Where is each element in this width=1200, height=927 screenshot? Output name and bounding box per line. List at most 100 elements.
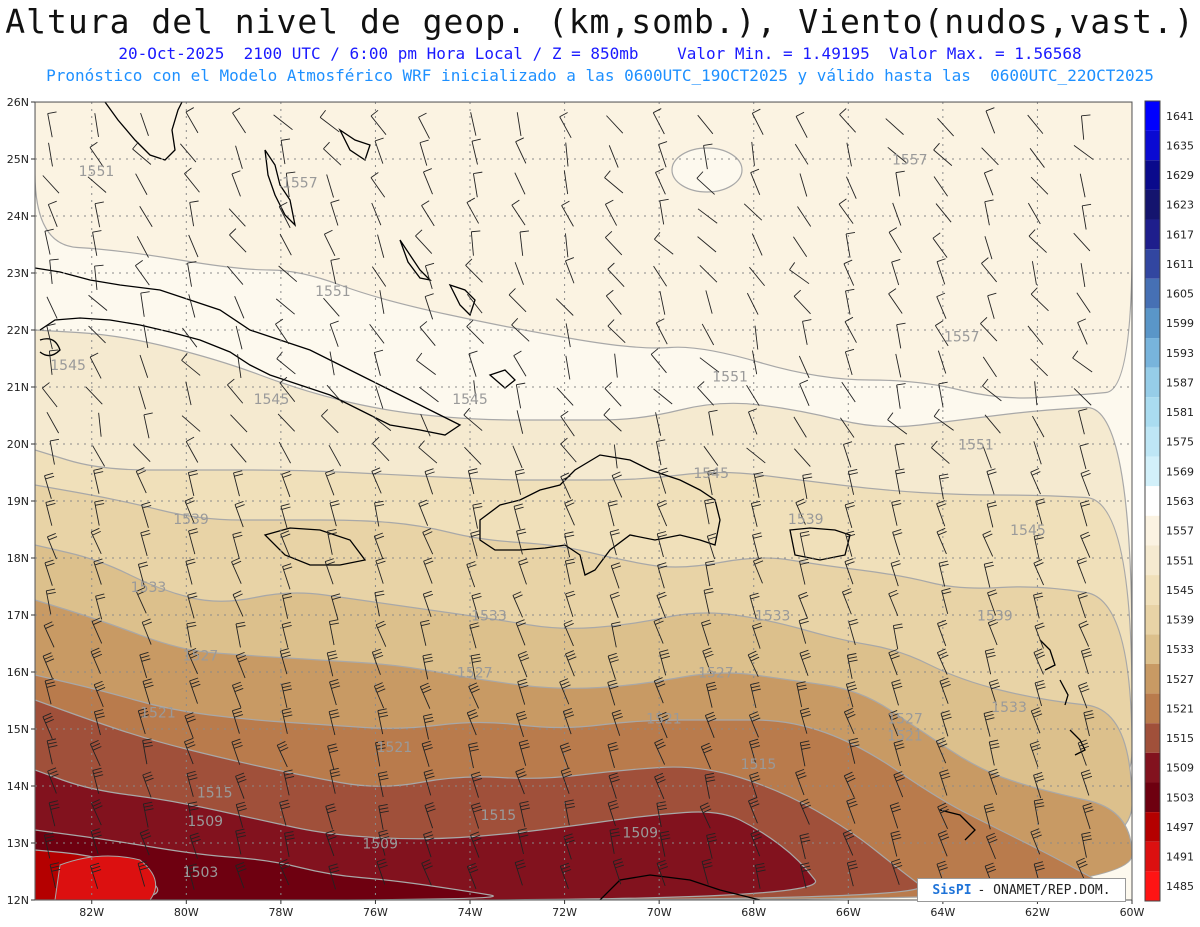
colorbar-cell (1145, 723, 1160, 753)
wind-barb (132, 141, 152, 165)
wind-barb (326, 528, 337, 555)
wind-barb (1031, 261, 1037, 285)
wind-barb (88, 325, 106, 344)
wind-barb (699, 357, 720, 373)
wind-barb (378, 829, 390, 856)
lat-tick-label: 16N (7, 666, 29, 679)
wind-barb (470, 530, 481, 557)
wind-barb (654, 232, 674, 255)
colorbar-label: 1569 (1166, 465, 1194, 478)
wind-barb (135, 260, 150, 286)
wind-barb (1029, 740, 1041, 768)
wind-barb (235, 325, 243, 350)
coast-jamaica (263, 527, 367, 566)
wind-barb (604, 199, 618, 226)
colorbar-label: 1533 (1166, 643, 1194, 656)
wind-barb (799, 530, 810, 557)
wind-barb (516, 112, 522, 137)
wind-barb (466, 561, 477, 588)
wind-barb (329, 767, 341, 794)
colorbar-label: 1629 (1166, 169, 1194, 182)
wind-barb (466, 319, 484, 344)
wind-barb (48, 142, 53, 167)
wind-barb (142, 771, 154, 798)
wind-barb (988, 679, 1001, 706)
wind-barb (658, 141, 668, 168)
wind-barb (895, 468, 906, 495)
wind-barb (46, 323, 56, 350)
wind-barb (470, 831, 482, 858)
wind-barb (748, 797, 760, 824)
colorbar-label: 1593 (1166, 347, 1194, 360)
wind-barb (988, 739, 1000, 766)
colorbar-cell (1145, 219, 1160, 250)
wind-barb (844, 501, 855, 529)
wind-barb (982, 530, 994, 557)
contour-label: 1551 (712, 369, 748, 385)
wind-barb (802, 473, 813, 500)
lon-tick-label: 70W (647, 906, 672, 919)
wind-barb (281, 470, 292, 498)
wind-barb (419, 321, 436, 346)
wind-barb (604, 170, 624, 194)
wind-barb (378, 804, 389, 830)
subtitle-line-1: 20-Oct-2025 2100 UTC / 6:00 pm Hora Loca… (0, 44, 1200, 63)
contour-label: 1527 (887, 711, 923, 727)
wind-barb (514, 859, 526, 886)
coast-puerto-rico (789, 527, 851, 561)
colorbar-label: 1545 (1166, 584, 1194, 597)
wind-barb (845, 681, 857, 708)
wind-barb (749, 592, 760, 619)
wind-barb (798, 355, 810, 379)
band-1557 (35, 102, 1132, 399)
wind-barb (656, 531, 667, 558)
wind-barb (93, 680, 106, 708)
wind-barb (508, 288, 527, 313)
lon-tick-label: 68W (741, 906, 766, 919)
wind-barb (232, 531, 243, 558)
wind-barb (47, 111, 57, 138)
wind-barb (279, 799, 291, 826)
colorbar-cell (1145, 160, 1160, 190)
wind-barb (610, 562, 622, 589)
wind-barb (326, 174, 334, 198)
wind-barb (614, 353, 618, 378)
credit-box: SisPI - ONAMET/REP.DOM. (917, 878, 1126, 902)
wind-barb (329, 500, 340, 527)
wind-barbs (42, 107, 1095, 890)
wind-barb (1034, 622, 1045, 649)
lon-tick-label: 60W (1120, 906, 1145, 919)
colorbar-cell (1145, 101, 1160, 131)
contour-label: 1533 (471, 609, 507, 625)
wind-barb (701, 619, 712, 646)
wind-barb (329, 320, 339, 347)
colorbar-label: 1539 (1166, 614, 1194, 627)
contour-label: 1545 (50, 358, 86, 374)
wind-barb (654, 738, 666, 765)
wind-barb (843, 707, 856, 735)
wind-barb (984, 199, 994, 226)
contour-label: 1515 (741, 757, 777, 773)
wind-barb (650, 348, 667, 374)
wind-barb (377, 771, 389, 798)
wind-barb (98, 412, 102, 437)
colorbar-cell (1145, 545, 1160, 576)
wind-barb (517, 828, 529, 855)
wind-barb (424, 262, 435, 289)
contour-label: 1557 (892, 153, 928, 169)
wind-barb (514, 172, 526, 195)
wind-barb (324, 558, 335, 585)
wind-barb (471, 592, 482, 619)
wind-barb (519, 800, 531, 827)
wind-barb (46, 533, 58, 560)
wind-barb (140, 291, 150, 317)
wind-barb (1076, 292, 1091, 313)
wind-barb (795, 768, 807, 796)
wind-barb (231, 707, 244, 734)
wind-barb (746, 385, 760, 406)
wind-barb (607, 652, 619, 680)
wind-barb (421, 740, 433, 767)
colorbar-cell (1145, 663, 1160, 694)
lat-tick-label: 25N (7, 153, 29, 166)
wind-barb (1079, 500, 1091, 527)
